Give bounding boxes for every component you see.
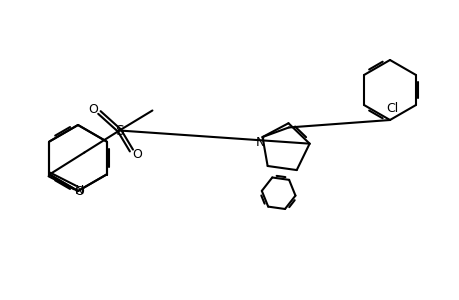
Text: O: O xyxy=(74,185,84,198)
Text: N: N xyxy=(255,136,265,148)
Text: Cl: Cl xyxy=(385,101,397,115)
Text: S: S xyxy=(115,124,123,137)
Text: O: O xyxy=(132,148,142,161)
Text: O: O xyxy=(88,103,98,116)
Text: N: N xyxy=(74,184,84,196)
